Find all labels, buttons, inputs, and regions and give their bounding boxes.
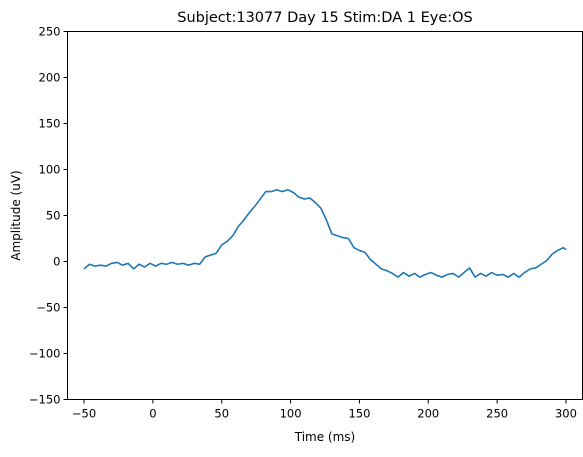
y-tick-label: 200: [39, 71, 61, 85]
series-layer: [83, 188, 567, 278]
y-axis-ticks: −150 −100 −50 0 50 100 150 200 250: [29, 25, 68, 407]
y-tick-label: −100: [29, 347, 61, 361]
x-axis-label: Time (ms): [294, 430, 356, 444]
x-tick-label: 100: [280, 407, 302, 421]
x-tick-label: 200: [417, 407, 439, 421]
x-tick-label: 250: [486, 407, 508, 421]
x-tick-label: −50: [72, 407, 96, 421]
y-tick-label: 0: [53, 255, 60, 269]
series-line: [83, 188, 567, 278]
y-axis-label: Amplitude (uV): [9, 170, 23, 261]
y-tick-label: −50: [36, 301, 60, 315]
x-tick-label: 300: [555, 407, 577, 421]
y-tick-label: −150: [29, 393, 61, 407]
x-axis-ticks: −50 0 50 100 150 200 250 300: [72, 399, 577, 421]
y-tick-label: 100: [39, 163, 61, 177]
chart-title: Subject:13077 Day 15 Stim:DA 1 Eye:OS: [177, 10, 473, 26]
x-tick-label: 150: [348, 407, 370, 421]
y-tick-label: 250: [39, 25, 61, 39]
y-tick-label: 50: [46, 209, 61, 223]
x-tick-label: 50: [214, 407, 229, 421]
x-tick-label: 0: [149, 407, 156, 421]
y-tick-label: 150: [39, 117, 61, 131]
